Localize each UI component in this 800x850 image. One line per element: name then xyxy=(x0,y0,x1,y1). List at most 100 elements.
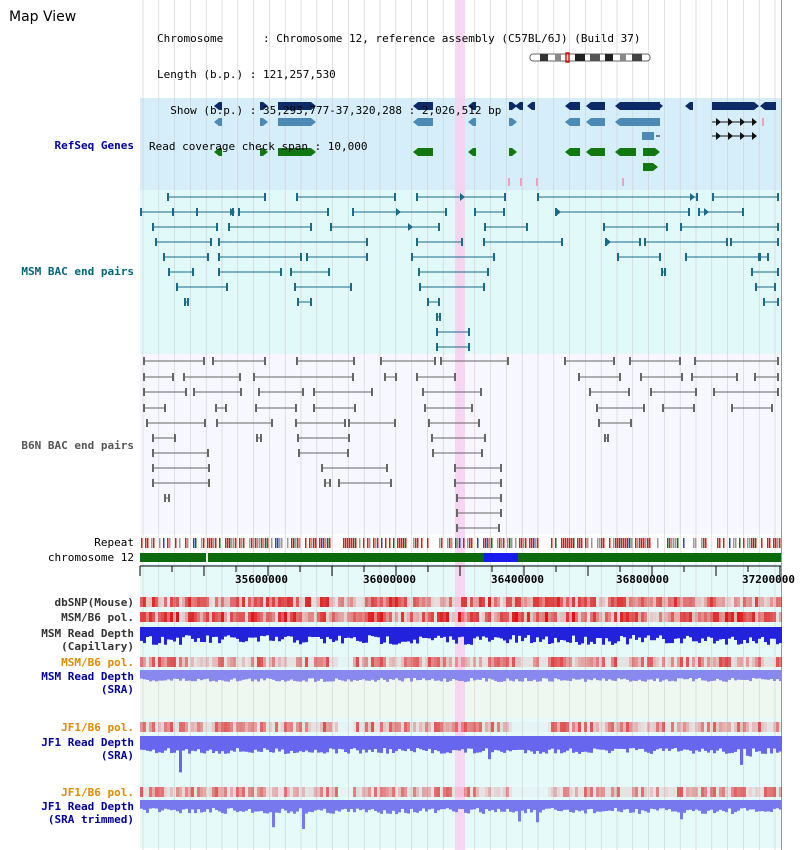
b6n-bac-pair xyxy=(662,404,695,412)
msm-bac-pair xyxy=(680,223,779,231)
repeat-mark xyxy=(463,538,465,548)
repeat-mark xyxy=(393,538,395,548)
msm-bac-pair xyxy=(290,268,330,276)
repeat-mark xyxy=(585,538,587,548)
repeat-mark xyxy=(185,538,187,548)
refseq-gene xyxy=(468,102,476,110)
b6n-bac-pair xyxy=(380,357,436,365)
track-label-msm-bac[interactable]: MSM BAC end pairs xyxy=(21,265,134,278)
repeat-mark xyxy=(637,538,639,548)
repeat-mark xyxy=(533,538,535,548)
refseq-gene xyxy=(278,148,316,156)
refseq-gene xyxy=(586,118,605,126)
refseq-gene xyxy=(260,102,268,110)
repeat-mark xyxy=(507,538,509,548)
track-label-jf1-pol-trimmed[interactable]: JF1/B6 pol. xyxy=(61,786,134,799)
msm-depth-sra-track xyxy=(140,670,782,682)
repeat-mark xyxy=(597,538,599,548)
repeat-mark xyxy=(323,538,325,548)
b6n-bac-pair xyxy=(321,464,388,472)
msm-bac-pair xyxy=(555,208,690,216)
axis-tick-label: 37200000 xyxy=(742,573,795,586)
b6n-bac-pair xyxy=(713,388,779,396)
chromosome-ideogram[interactable] xyxy=(529,52,651,63)
repeat-mark xyxy=(375,538,377,548)
track-label-b6n-bac[interactable]: B6N BAC end pairs xyxy=(21,439,134,452)
b6n-bac-pair xyxy=(650,388,697,396)
msm-bac-pair xyxy=(474,208,505,216)
track-label-msm-b6-pol[interactable]: MSM/B6 pol. xyxy=(61,611,134,624)
track-label-line1: JF1 Read Depth xyxy=(41,800,134,813)
repeat-mark xyxy=(753,538,755,548)
repeat-mark xyxy=(343,538,345,548)
track-label-msm-depth-sra[interactable]: MSM Read Depth (SRA) xyxy=(41,670,134,696)
msm-bac-pair xyxy=(537,193,698,201)
repeat-mark xyxy=(193,538,195,548)
refseq-gene xyxy=(643,163,658,171)
repeat-mark xyxy=(523,538,525,548)
repeat-mark xyxy=(673,538,675,548)
repeat-mark xyxy=(455,538,457,548)
refseq-gene xyxy=(648,102,663,110)
refseq-gene xyxy=(712,132,757,140)
msm-bac-pair xyxy=(712,193,779,201)
repeat-mark xyxy=(477,538,479,548)
axis-tick-label: 36800000 xyxy=(616,573,669,586)
axis-tick-label: 36000000 xyxy=(363,573,416,586)
repeat-mark xyxy=(227,538,229,548)
refseq-gene xyxy=(586,148,605,156)
msm-bac-pair xyxy=(306,253,368,261)
repeat-mark xyxy=(359,538,361,548)
repeat-mark xyxy=(239,538,241,548)
refseq-gene xyxy=(615,118,660,126)
b6n-bac-pair xyxy=(640,373,683,381)
track-label-msm-depth-capillary[interactable]: MSM Read Depth (Capillary) xyxy=(41,627,134,653)
repeat-mark xyxy=(719,538,721,548)
track-label-msm-b6-pol-sra[interactable]: MSM/B6 pol. xyxy=(61,656,134,669)
refseq-gene xyxy=(509,118,517,126)
b6n-bac-pair xyxy=(578,373,621,381)
repeat-mark xyxy=(243,538,245,548)
track-label-line2: (Capillary) xyxy=(61,640,134,653)
dbsnp-track xyxy=(140,597,782,607)
refseq-gene xyxy=(468,148,476,156)
b6n-bac-pair xyxy=(456,494,502,502)
repeat-mark xyxy=(207,538,209,548)
repeat-mark xyxy=(563,538,565,548)
repeat-mark xyxy=(619,538,621,548)
refseq-gene xyxy=(413,102,433,110)
repeat-mark xyxy=(635,538,637,548)
repeat-mark xyxy=(381,538,383,548)
repeat-mark xyxy=(459,538,461,548)
refseq-gene xyxy=(565,118,580,126)
repeat-mark xyxy=(499,538,501,548)
jf1-depth-sra-track xyxy=(140,736,782,773)
repeat-mark xyxy=(519,538,521,548)
msm-bac-pair xyxy=(416,193,506,201)
b6n-bac-pair xyxy=(424,404,473,412)
track-label-jf1-pol[interactable]: JF1/B6 pol. xyxy=(61,721,134,734)
track-label-jf1-depth-trimmed[interactable]: JF1 Read Depth (SRA trimmed) xyxy=(41,800,134,826)
jf1-depth-trimmed-track xyxy=(140,800,782,829)
repeat-mark xyxy=(329,538,331,548)
repeat-mark xyxy=(265,538,267,548)
repeat-mark xyxy=(629,538,631,548)
repeat-mark xyxy=(705,538,707,548)
b6n-bac-pair xyxy=(152,434,176,442)
refseq-gene xyxy=(685,102,693,110)
b6n-bac-pair xyxy=(754,373,779,381)
refseq-gene xyxy=(712,102,759,110)
repeat-mark xyxy=(251,538,253,548)
msm-bac-pair xyxy=(352,208,447,216)
repeat-mark xyxy=(187,538,189,548)
repeat-mark xyxy=(625,538,627,548)
repeat-mark xyxy=(397,538,399,548)
track-label-refseq[interactable]: RefSeq Genes xyxy=(54,139,134,152)
b6n-bac-pair xyxy=(454,479,502,487)
track-label-jf1-depth-sra[interactable]: JF1 Read Depth (SRA) xyxy=(41,736,134,762)
track-label-dbsnp[interactable]: dbSNP(Mouse) xyxy=(54,596,134,609)
repeat-mark xyxy=(581,538,583,548)
repeat-mark xyxy=(219,538,221,548)
b6n-bac-pair xyxy=(143,357,205,365)
